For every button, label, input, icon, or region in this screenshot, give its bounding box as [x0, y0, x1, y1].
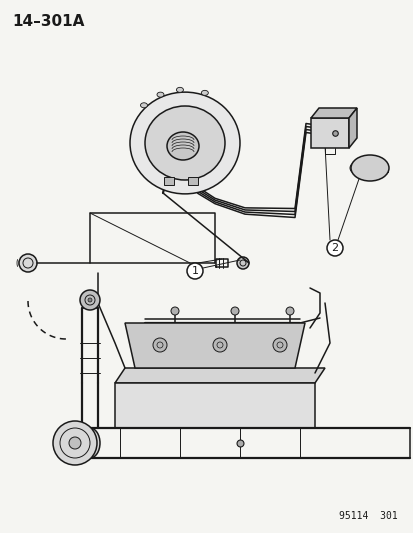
Circle shape — [53, 421, 97, 465]
Polygon shape — [125, 323, 304, 368]
Circle shape — [69, 437, 81, 449]
Circle shape — [230, 307, 238, 315]
Text: 2: 2 — [331, 243, 338, 253]
Ellipse shape — [176, 87, 183, 92]
Circle shape — [349, 163, 359, 173]
Circle shape — [212, 338, 226, 352]
Circle shape — [285, 307, 293, 315]
Text: 14–301A: 14–301A — [12, 14, 84, 29]
Circle shape — [19, 254, 37, 272]
Ellipse shape — [130, 92, 240, 194]
Bar — [164, 177, 173, 185]
Polygon shape — [115, 383, 314, 428]
Polygon shape — [310, 108, 356, 118]
Circle shape — [153, 338, 166, 352]
Polygon shape — [115, 368, 324, 383]
Bar — [310, 118, 348, 148]
Bar — [188, 177, 197, 185]
Text: 1: 1 — [191, 266, 198, 276]
Ellipse shape — [166, 132, 199, 160]
Ellipse shape — [350, 155, 388, 181]
Circle shape — [171, 307, 178, 315]
Ellipse shape — [201, 91, 208, 95]
Circle shape — [88, 298, 92, 302]
Circle shape — [272, 338, 286, 352]
Ellipse shape — [80, 428, 100, 458]
Circle shape — [326, 240, 342, 256]
Polygon shape — [348, 108, 356, 148]
Circle shape — [80, 290, 100, 310]
Circle shape — [236, 257, 248, 269]
Ellipse shape — [157, 92, 164, 97]
Ellipse shape — [140, 103, 147, 108]
Circle shape — [187, 263, 202, 279]
Ellipse shape — [145, 106, 224, 180]
Text: 95114  301: 95114 301 — [338, 511, 397, 521]
